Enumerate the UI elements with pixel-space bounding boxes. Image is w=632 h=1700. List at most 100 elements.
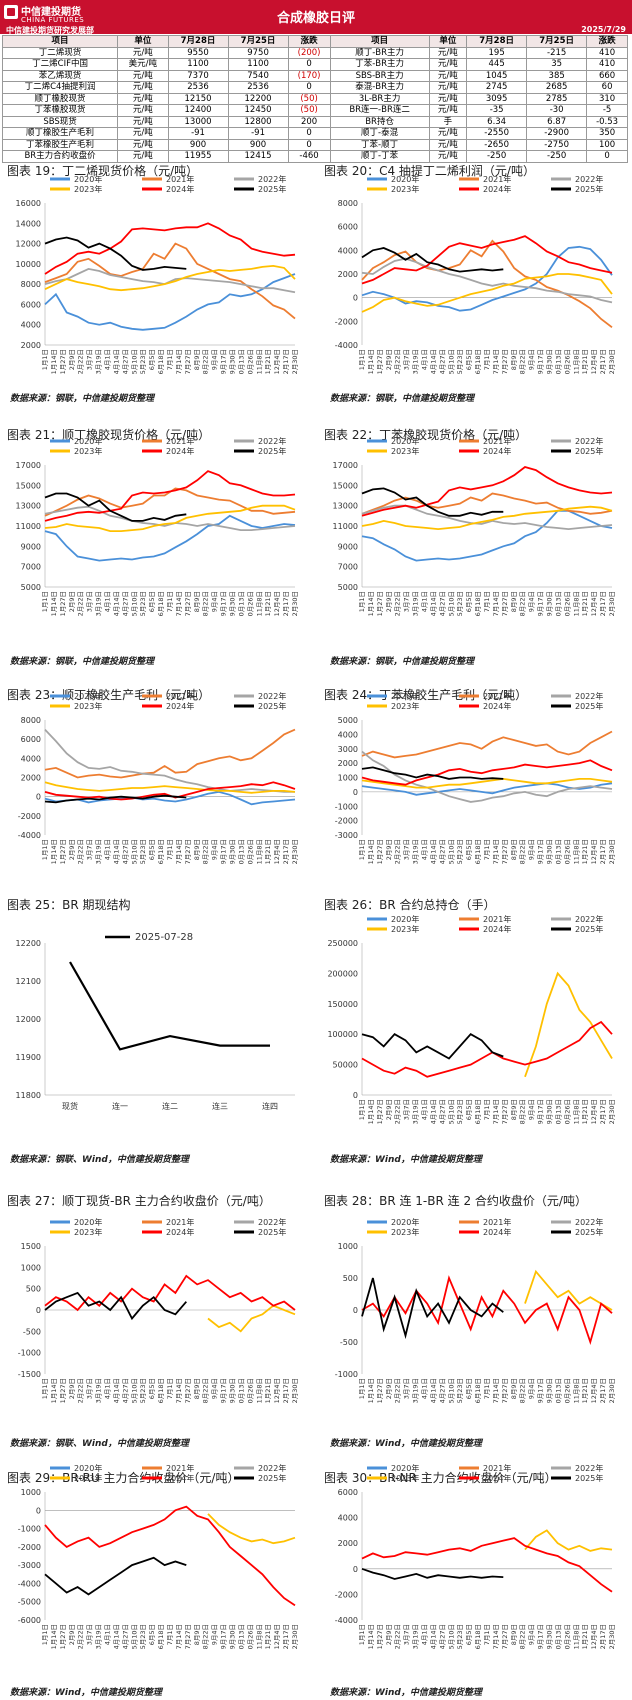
x-tick-label: 10月13日: [237, 591, 245, 617]
table-cell: (50): [287, 92, 331, 105]
y-tick-label: 5000: [21, 583, 41, 592]
table-cell: 12200: [227, 92, 289, 105]
chart-title: 图表 23：顺丁橡胶生产毛利（元/吨）: [7, 688, 211, 702]
legend-label: 2024年: [483, 701, 511, 711]
x-tick-label: 3月19日: [412, 1624, 420, 1649]
x-tick-label: 8月22日: [519, 1624, 527, 1649]
x-tick-label: 3月7日: [86, 1378, 94, 1399]
legend-item: 2023年: [50, 446, 102, 456]
report-title: 合成橡胶日评: [276, 11, 355, 26]
y-tick-label: 2000: [338, 759, 358, 768]
table-row: 顺丁橡胶生产毛利 元/吨 -91 -91 0 顺丁-泰混 元/吨 -2550 -2900 350: [1, 127, 628, 140]
table-cell: 385: [526, 69, 588, 82]
x-tick-label: 7月27日: [184, 1624, 192, 1649]
x-tick-label: 4月27日: [121, 839, 129, 864]
x-tick-label: 4月27日: [438, 839, 446, 864]
legend-item: 2024年: [142, 184, 194, 194]
x-tick-label: 4月14日: [429, 349, 437, 374]
table-cell: BR主力合约收盘价: [1, 150, 119, 163]
brand-logo: 中信建投期货 CHINA FUTURES: [4, 3, 114, 31]
legend-item: 2020年: [367, 691, 419, 701]
y-tick-label: 150000: [327, 1000, 358, 1009]
x-tick-label: 4月14日: [112, 349, 120, 374]
legend-label: 2024年: [166, 1473, 194, 1483]
table-cell: 丁二烯CIF中国: [1, 58, 119, 71]
y-tick-label: 13000: [16, 502, 41, 511]
x-tick-label: 9月4日: [211, 1378, 219, 1399]
report-date: 2025/7/29: [581, 25, 626, 34]
x-tick-label: 11月8日: [572, 1378, 580, 1403]
legend-label: 2022年: [258, 174, 286, 184]
x-tick-label: 7月14日: [175, 1624, 183, 1649]
y-tick-label: 9000: [338, 542, 358, 551]
series-line: [361, 730, 613, 759]
x-tick-label: 连三: [212, 1101, 228, 1111]
x-tick-label: 9月4日: [528, 591, 536, 612]
x-tick-label: 4月1日: [104, 1624, 112, 1645]
x-tick-label: 4月1日: [104, 349, 112, 370]
x-tick-label: 2月22日: [394, 1624, 402, 1649]
y-tick-label: 8000: [21, 280, 41, 289]
x-tick-label: 2月22日: [394, 349, 402, 374]
chart-title: 图表 19：丁二烯现货价格（元/吨）: [7, 164, 199, 178]
table-cell: 12450: [227, 104, 289, 117]
legend-label: 2025年: [258, 184, 286, 194]
x-tick-label: 12月4日: [590, 1378, 598, 1403]
x-tick-label: 2月22日: [394, 839, 402, 864]
y-tick-label: 8000: [21, 716, 41, 725]
series-line: [361, 1275, 613, 1346]
legend-label: 2025年: [575, 701, 603, 711]
table-cell: 丁苯橡胶生产毛利: [1, 138, 119, 151]
table-body: 丁二烯现货 元/吨 9550 9750 (200) 顺丁-BR主力 元/吨 195 -215 41…: [1, 46, 628, 163]
y-tick-label: -500: [23, 1327, 41, 1336]
legend-label: 2021年: [166, 1463, 194, 1473]
table-header-cell: 7月25日: [526, 35, 588, 48]
x-tick-label: 12月30日: [291, 591, 299, 617]
table-cell: 7540: [227, 69, 289, 82]
x-tick-label: 12月30日: [608, 1624, 616, 1650]
x-tick-label: 12月17日: [599, 591, 607, 617]
x-tick-label: 10月13日: [554, 1378, 562, 1404]
table-cell: 6.34: [466, 115, 528, 128]
legend-item: 2024年: [459, 446, 511, 456]
x-tick-label: 11月8日: [255, 591, 263, 616]
x-tick-label: 6月5日: [465, 1099, 473, 1120]
legend-item: 2021年: [142, 1217, 194, 1227]
legend-label: 2020年: [391, 914, 419, 924]
y-tick-label: 0: [36, 1506, 41, 1515]
x-tick-label: 1月27日: [376, 349, 384, 374]
y-tick-label: 6000: [21, 300, 41, 309]
x-tick-label: 7月1日: [483, 1378, 491, 1399]
source-note: 数据来源：Wind，中信建投期货整理: [330, 1155, 482, 1165]
x-tick-label: 12月4日: [590, 591, 598, 616]
x-tick-label: 6月5日: [148, 591, 156, 612]
x-tick-label: 4月14日: [429, 839, 437, 864]
chart-c23: 2020年 2021年 2022年 2023年 2024年 2025年 8000 6000 40…: [18, 691, 299, 865]
legend-label: 2021年: [483, 1463, 511, 1473]
y-tick-label: -4000: [18, 1579, 41, 1588]
legend-label: 2021年: [166, 436, 194, 446]
x-tick-label: 8月22日: [202, 839, 210, 864]
legend-item: 2023年: [367, 184, 419, 194]
series-line: [524, 1269, 613, 1311]
x-tick-label: 12月30日: [291, 1378, 299, 1404]
x-tick-label: 6月18日: [474, 1099, 482, 1124]
legend-item: 2022年: [551, 1463, 603, 1473]
table-cell: 3095: [466, 92, 528, 105]
x-tick-label: 3月7日: [86, 591, 94, 612]
x-tick-label: 8月9日: [193, 591, 201, 612]
y-tick-label: 250000: [327, 939, 358, 948]
table-row: 丁苯橡胶生产毛利 元/吨 900 900 0 丁苯-顺丁 元/吨 -2650 -2750 100: [1, 138, 628, 151]
series-line: [44, 790, 296, 806]
table-cell: 12800: [227, 115, 289, 128]
series-line: [361, 1567, 504, 1580]
x-tick-label: 8月9日: [510, 591, 518, 612]
table-cell: 元/吨: [428, 138, 468, 151]
series-line: [44, 1291, 187, 1321]
x-tick-label: 4月27日: [438, 591, 446, 616]
x-tick-label: 7月14日: [492, 1378, 500, 1403]
x-tick-label: 8月9日: [193, 349, 201, 370]
table-cell: 6.87: [526, 115, 588, 128]
table-cell: (170): [287, 69, 331, 82]
table-cell: 60: [586, 81, 628, 94]
